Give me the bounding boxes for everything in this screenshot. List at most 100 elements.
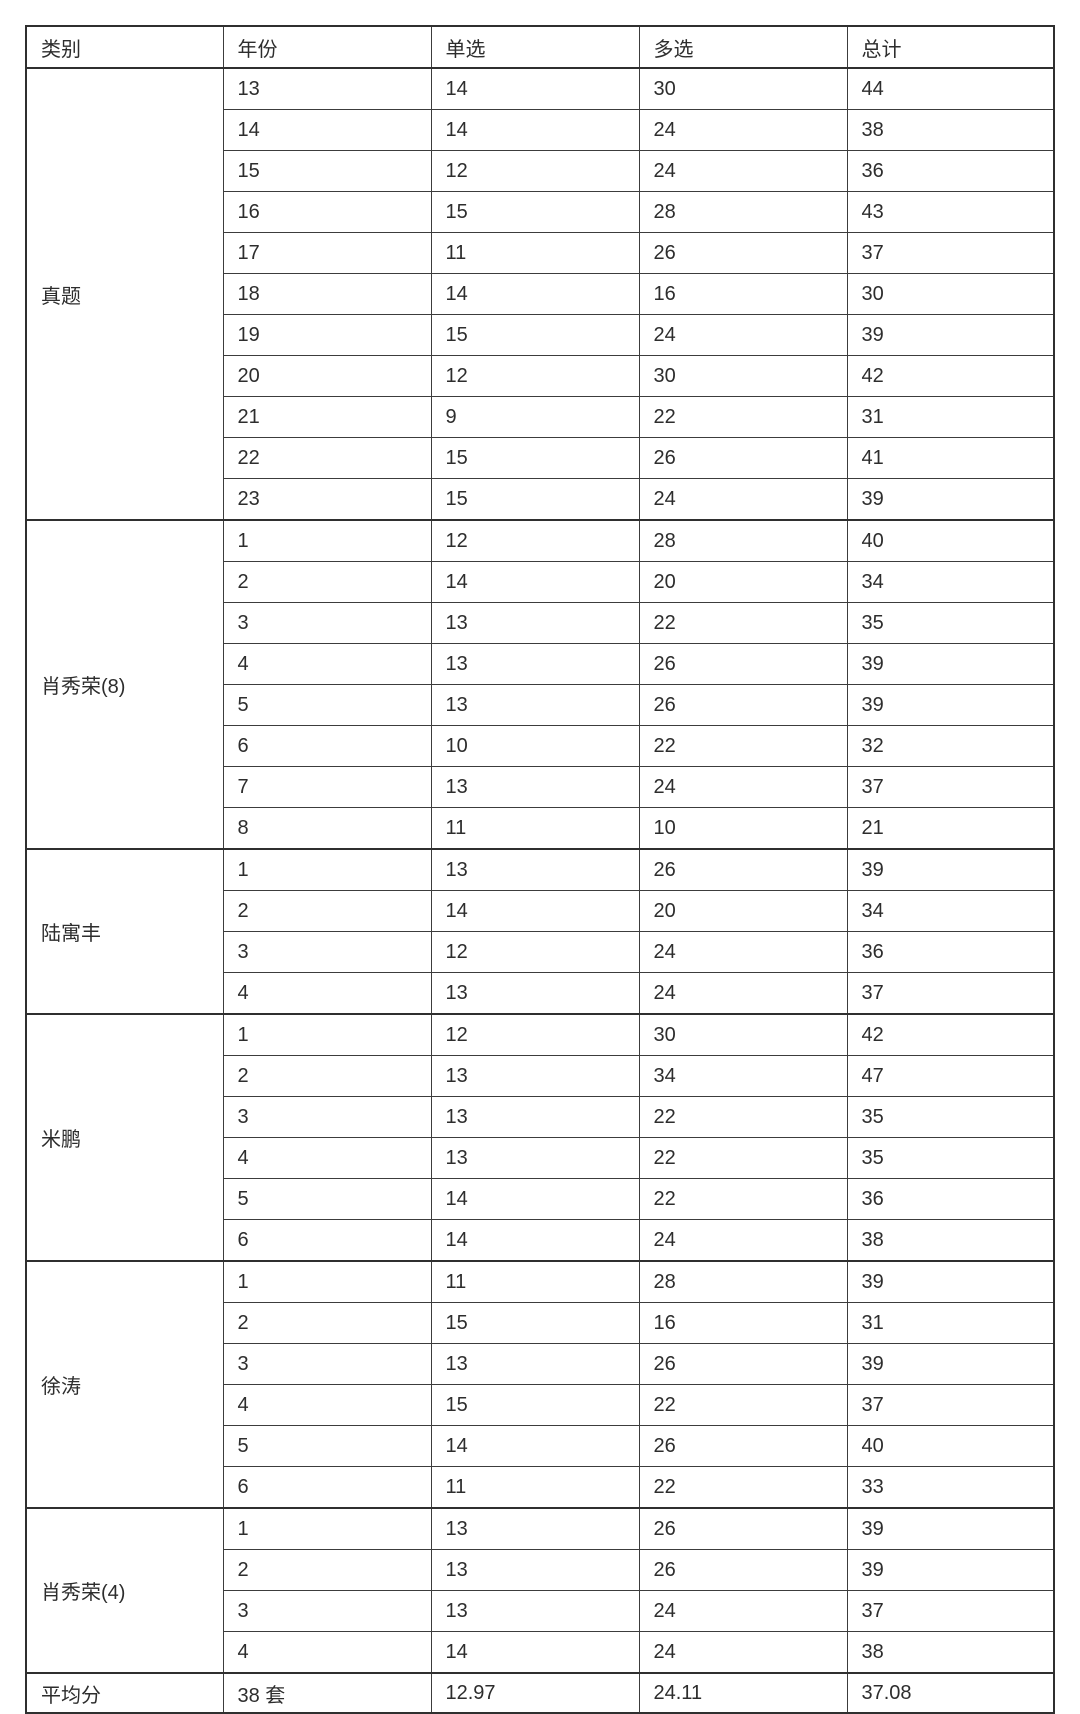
single-choice-cell: 13	[430, 766, 640, 808]
total-cell: 39	[846, 848, 1055, 891]
year-cell: 2	[222, 1549, 432, 1591]
total-cell: 40	[846, 1425, 1055, 1467]
footer-row-average: 平均分 38 套 12.97 24.11 37.08	[25, 1672, 1055, 1714]
multi-choice-cell: 30	[638, 355, 848, 397]
table-row: 2 13 26 39	[26, 1549, 1055, 1591]
year-cell: 3	[222, 1343, 432, 1385]
total-cell: 37	[846, 1384, 1055, 1426]
header-cell-single-choice: 单选	[430, 25, 640, 69]
single-choice-cell: 12	[430, 931, 640, 973]
table-row: 米鹏 1 12 30 42	[25, 1013, 1055, 1262]
total-cell: 39	[846, 1260, 1055, 1303]
single-choice-cell: 15	[430, 478, 640, 521]
table-row: 22 15 26 41	[26, 437, 1055, 479]
multi-choice-cell: 22	[638, 1137, 848, 1179]
total-cell: 39	[846, 684, 1055, 726]
single-choice-cell: 14	[430, 561, 640, 603]
multi-choice-cell: 30	[638, 1013, 848, 1056]
year-cell: 4	[222, 1384, 432, 1426]
total-cell: 37	[846, 972, 1055, 1015]
year-cell: 4	[222, 1631, 432, 1674]
table-row: 3 13 26 39	[26, 1343, 1055, 1385]
multi-choice-cell: 26	[638, 1425, 848, 1467]
year-cell: 15	[222, 150, 432, 192]
single-choice-cell: 12	[430, 355, 640, 397]
single-choice-cell: 12	[430, 1013, 640, 1056]
single-choice-cell: 14	[430, 1425, 640, 1467]
single-choice-cell: 14	[430, 890, 640, 932]
single-choice-cell: 15	[430, 1384, 640, 1426]
single-choice-cell: 13	[430, 1137, 640, 1179]
multi-choice-cell: 24	[638, 766, 848, 808]
multi-choice-cell: 24	[638, 1631, 848, 1674]
single-choice-cell: 11	[430, 1260, 640, 1303]
single-choice-cell: 13	[430, 684, 640, 726]
multi-choice-cell: 24	[638, 150, 848, 192]
single-choice-cell: 14	[430, 1219, 640, 1262]
table-row: 肖秀荣(4) 1 13 26 39	[25, 1507, 1055, 1674]
single-choice-cell: 12	[430, 519, 640, 562]
year-cell: 17	[222, 232, 432, 274]
total-cell: 33	[846, 1466, 1055, 1509]
total-cell: 31	[846, 1302, 1055, 1344]
table-row: 6 14 24 38	[26, 1219, 1055, 1262]
year-cell: 2	[222, 1055, 432, 1097]
table-row: 真题 13 14 30 44	[25, 67, 1055, 521]
multi-choice-cell: 34	[638, 1055, 848, 1097]
total-cell: 39	[846, 1343, 1055, 1385]
table-row: 20 12 30 42	[26, 355, 1055, 397]
table-row: 4 14 24 38	[26, 1631, 1055, 1674]
year-cell: 5	[222, 1178, 432, 1220]
total-cell: 37	[846, 232, 1055, 274]
year-cell: 5	[222, 1425, 432, 1467]
single-choice-cell: 11	[430, 232, 640, 274]
total-cell: 42	[846, 1013, 1055, 1056]
table-header: 类别 年份 单选 多选 总计	[25, 25, 1055, 69]
single-choice-cell: 13	[430, 1055, 640, 1097]
table-row: 陆寓丰 1 13 26 39	[25, 848, 1055, 1015]
year-cell: 13	[222, 67, 432, 110]
multi-choice-cell: 30	[638, 67, 848, 110]
table-row: 3 13 24 37	[26, 1590, 1055, 1632]
year-cell: 3	[222, 1590, 432, 1632]
score-table: 类别 年份 单选 多选 总计 真题 13 14 30 44 14 14 24 38 15 12 24 36 16 1…	[25, 25, 1055, 1714]
total-cell: 21	[846, 807, 1055, 850]
table-row: 3 12 24 36	[26, 931, 1055, 973]
year-cell: 1	[222, 1507, 432, 1550]
total-cell: 34	[846, 890, 1055, 932]
multi-choice-cell: 22	[638, 602, 848, 644]
single-choice-cell: 15	[430, 314, 640, 356]
single-choice-cell: 14	[430, 109, 640, 151]
multi-choice-cell: 10	[638, 807, 848, 850]
total-cell: 47	[846, 1055, 1055, 1097]
table-row: 5 14 26 40	[26, 1425, 1055, 1467]
total-cell: 43	[846, 191, 1055, 233]
single-choice-cell: 12	[430, 150, 640, 192]
year-cell: 14	[222, 109, 432, 151]
table-body: 真题 13 14 30 44 14 14 24 38 15 12 24 36 16 15 28 43 17 11 26…	[25, 67, 1055, 1714]
multi-choice-cell: 24	[638, 972, 848, 1015]
year-cell: 7	[222, 766, 432, 808]
category-cell: 徐涛	[25, 1260, 224, 1509]
year-cell: 3	[222, 1096, 432, 1138]
year-cell: 6	[222, 1219, 432, 1262]
single-choice-cell: 14	[430, 1178, 640, 1220]
year-cell: 20	[222, 355, 432, 397]
header-cell-total: 总计	[846, 25, 1055, 69]
total-cell: 31	[846, 396, 1055, 438]
total-cell: 35	[846, 602, 1055, 644]
category-cell: 米鹏	[25, 1013, 224, 1262]
multi-choice-cell: 26	[638, 684, 848, 726]
year-cell: 1	[222, 1260, 432, 1303]
single-choice-cell: 13	[430, 1096, 640, 1138]
total-cell: 41	[846, 437, 1055, 479]
table-row: 14 14 24 38	[26, 109, 1055, 151]
table-row: 18 14 16 30	[26, 273, 1055, 315]
year-cell: 1	[222, 848, 432, 891]
multi-choice-cell: 16	[638, 273, 848, 315]
multi-choice-cell: 22	[638, 1384, 848, 1426]
header-cell-category: 类别	[25, 25, 224, 69]
total-cell: 36	[846, 1178, 1055, 1220]
footer-total-cell: 37.08	[846, 1672, 1055, 1714]
